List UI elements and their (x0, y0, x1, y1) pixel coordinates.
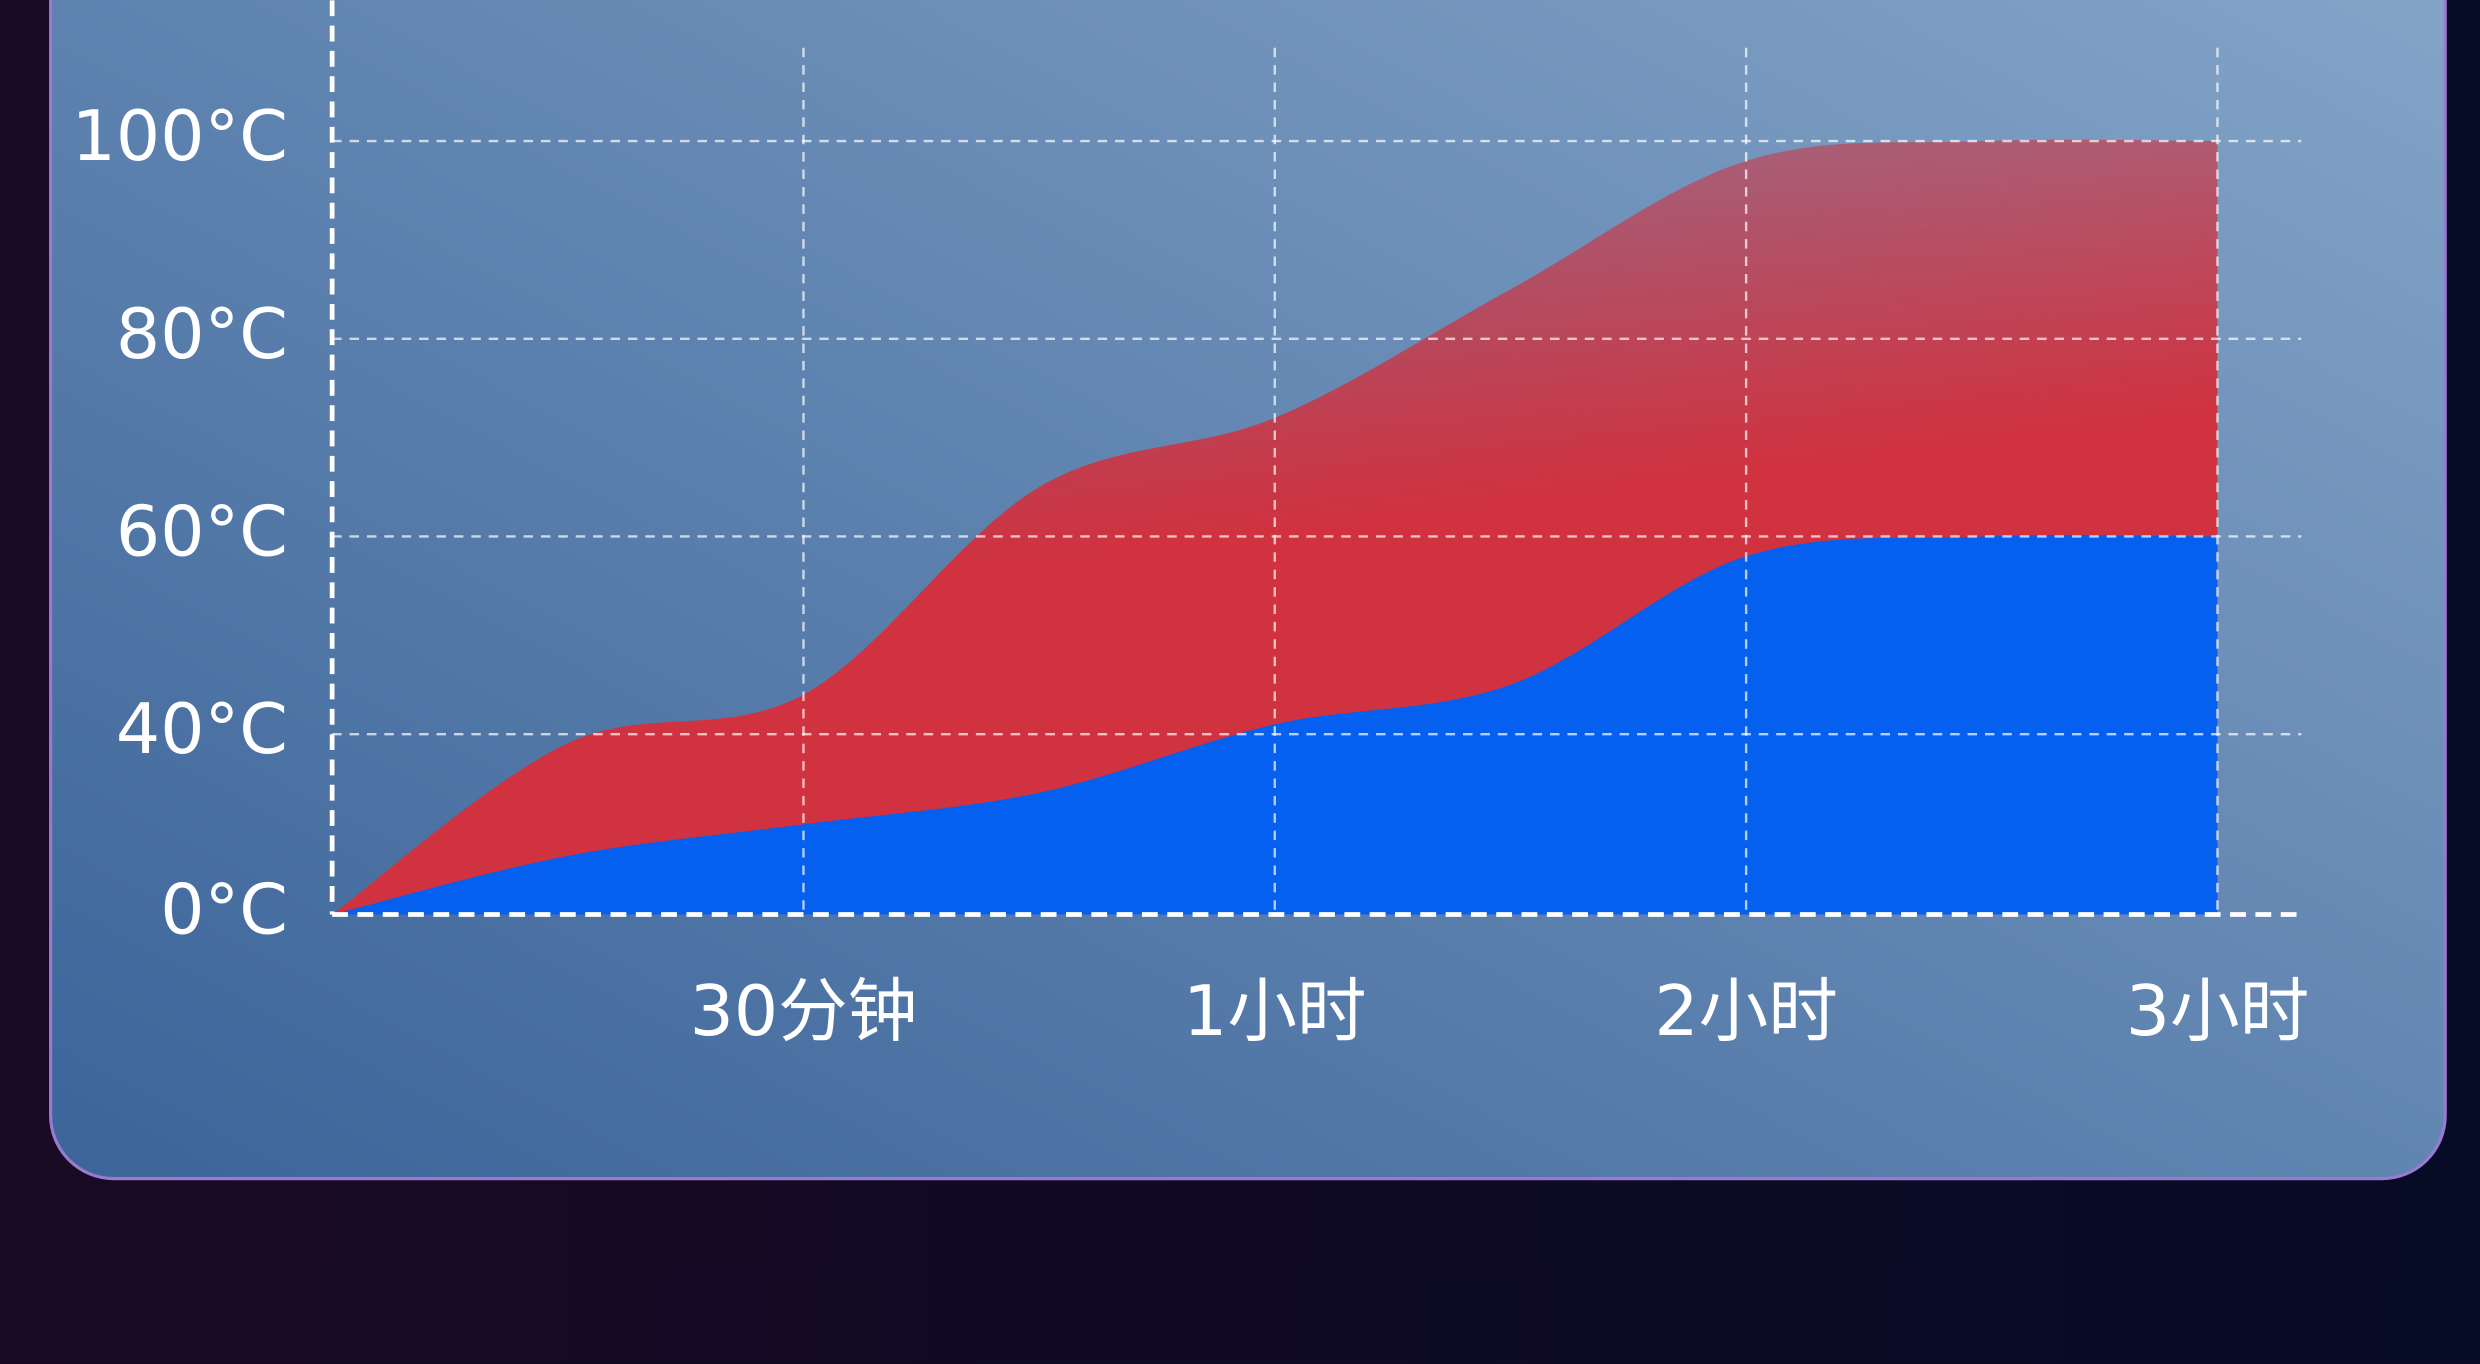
x-tick-label: 3小时 (2126, 971, 2309, 1052)
y-tick-label: 100°C (72, 96, 288, 177)
y-tick-label: 0°C (160, 870, 288, 951)
x-tick-label: 2小时 (1654, 971, 1837, 1052)
x-tick-label: 30分钟 (690, 971, 918, 1052)
y-tick-label: 60°C (116, 492, 288, 573)
x-tick-label: 1小时 (1183, 971, 1366, 1052)
y-tick-label: 40°C (116, 689, 288, 770)
plot: 0°C 40°C 60°C 80°C 100°C 30分钟 1小时 2小时 3小时 (72, 0, 2309, 1052)
y-tick-label: 80°C (116, 294, 288, 375)
